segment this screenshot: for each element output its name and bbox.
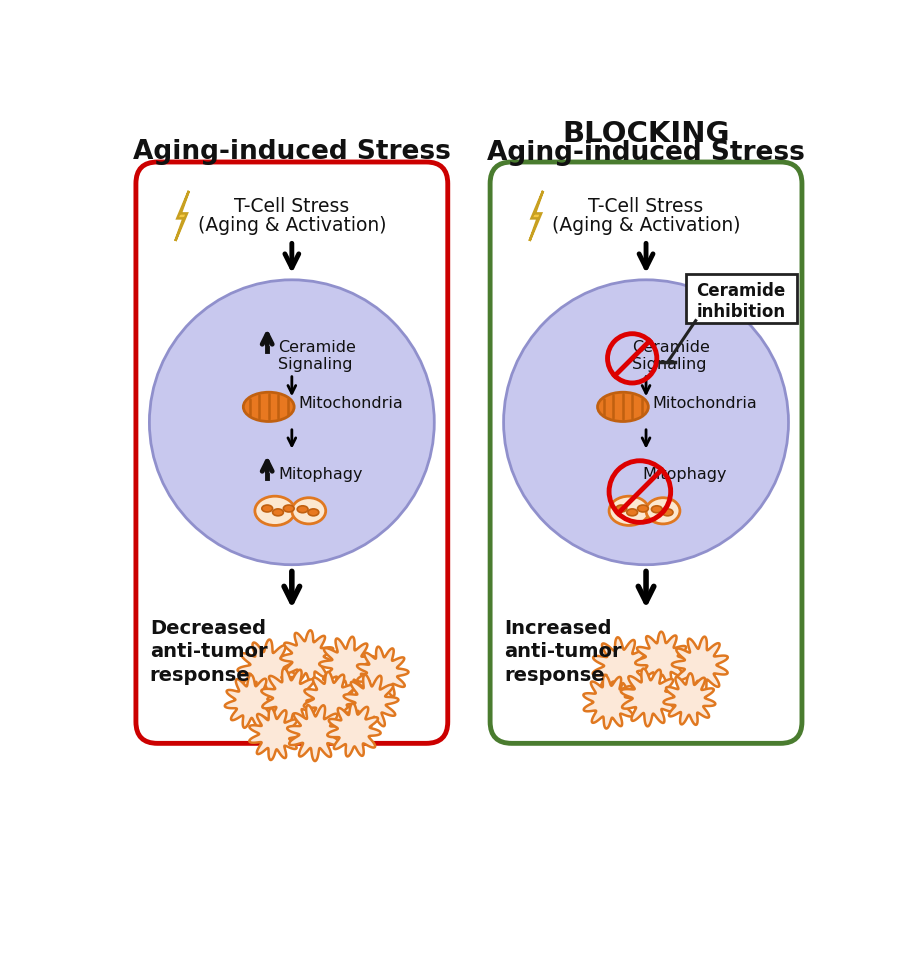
Text: T-Cell Stress: T-Cell Stress bbox=[588, 197, 704, 215]
Circle shape bbox=[149, 280, 435, 565]
Text: (Aging & Activation): (Aging & Activation) bbox=[198, 216, 386, 234]
Polygon shape bbox=[593, 637, 651, 695]
Polygon shape bbox=[663, 674, 716, 725]
Ellipse shape bbox=[262, 505, 273, 512]
Ellipse shape bbox=[273, 509, 284, 516]
Polygon shape bbox=[262, 669, 319, 727]
Ellipse shape bbox=[308, 509, 318, 516]
Polygon shape bbox=[621, 669, 679, 727]
Text: Aging-induced Stress: Aging-induced Stress bbox=[487, 141, 805, 166]
FancyBboxPatch shape bbox=[490, 162, 802, 743]
Ellipse shape bbox=[292, 498, 326, 524]
Ellipse shape bbox=[609, 496, 649, 525]
Text: Mitochondria: Mitochondria bbox=[652, 397, 757, 411]
FancyBboxPatch shape bbox=[685, 274, 797, 323]
Ellipse shape bbox=[638, 505, 649, 512]
Ellipse shape bbox=[284, 505, 294, 512]
Polygon shape bbox=[176, 191, 188, 241]
Polygon shape bbox=[635, 632, 689, 685]
Ellipse shape bbox=[646, 498, 680, 524]
Text: Mitophagy: Mitophagy bbox=[278, 467, 362, 482]
Polygon shape bbox=[530, 191, 543, 241]
Ellipse shape bbox=[662, 509, 673, 516]
Ellipse shape bbox=[616, 505, 627, 512]
Polygon shape bbox=[238, 640, 296, 698]
Polygon shape bbox=[225, 675, 278, 728]
Polygon shape bbox=[328, 703, 381, 757]
Polygon shape bbox=[357, 647, 408, 699]
Polygon shape bbox=[249, 708, 301, 760]
Polygon shape bbox=[584, 676, 637, 729]
Ellipse shape bbox=[651, 506, 662, 512]
Text: Mitophagy: Mitophagy bbox=[642, 467, 727, 482]
Text: Ceramide
Signaling: Ceramide Signaling bbox=[278, 340, 356, 372]
Polygon shape bbox=[287, 705, 343, 761]
Ellipse shape bbox=[597, 392, 649, 422]
Text: Ceramide
inhibition: Ceramide inhibition bbox=[696, 282, 786, 321]
Ellipse shape bbox=[627, 509, 638, 516]
Circle shape bbox=[503, 280, 789, 565]
Polygon shape bbox=[344, 675, 398, 730]
Text: Increased
anti-tumor
response: Increased anti-tumor response bbox=[504, 619, 621, 684]
Ellipse shape bbox=[243, 392, 294, 422]
Polygon shape bbox=[672, 637, 727, 693]
Text: Mitochondria: Mitochondria bbox=[298, 397, 403, 411]
Polygon shape bbox=[281, 630, 334, 683]
Polygon shape bbox=[319, 637, 375, 693]
Ellipse shape bbox=[297, 506, 308, 512]
FancyBboxPatch shape bbox=[136, 162, 447, 743]
Text: BLOCKING: BLOCKING bbox=[563, 120, 730, 148]
Text: T-Cell Stress: T-Cell Stress bbox=[234, 197, 350, 215]
Text: Aging-induced Stress: Aging-induced Stress bbox=[133, 139, 451, 165]
Text: Decreased
anti-tumor
response: Decreased anti-tumor response bbox=[150, 619, 267, 684]
Ellipse shape bbox=[255, 496, 295, 525]
Polygon shape bbox=[304, 672, 359, 727]
Text: Ceramide
Signaling: Ceramide Signaling bbox=[632, 340, 710, 372]
Text: (Aging & Activation): (Aging & Activation) bbox=[552, 216, 740, 234]
